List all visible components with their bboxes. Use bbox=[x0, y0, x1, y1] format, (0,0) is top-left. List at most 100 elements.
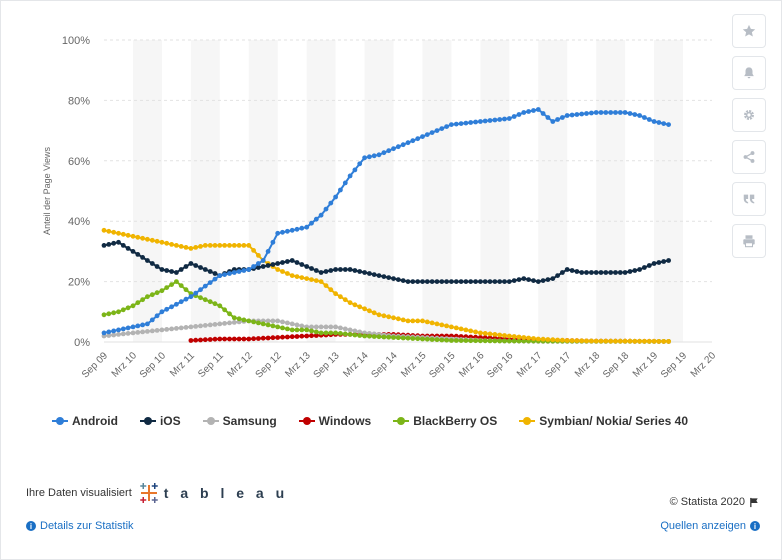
data-point-symbian-nokia-series-40 bbox=[458, 326, 464, 332]
legend-item-windows[interactable]: Windows bbox=[298, 414, 371, 428]
data-point-samsung bbox=[231, 320, 237, 325]
share-button[interactable] bbox=[732, 140, 766, 174]
legend-item-android[interactable]: Android bbox=[51, 414, 118, 428]
favorite-button[interactable] bbox=[732, 14, 766, 48]
print-button[interactable] bbox=[732, 224, 766, 258]
data-point-blackberry-os bbox=[338, 331, 343, 336]
x-tick-label: Sep 12 bbox=[254, 350, 284, 380]
notification-button[interactable] bbox=[732, 56, 766, 90]
data-point-ios bbox=[458, 279, 464, 284]
data-point-android bbox=[202, 283, 208, 289]
data-point-blackberry-os bbox=[265, 322, 271, 328]
plot-band bbox=[306, 40, 336, 342]
data-point-android bbox=[169, 304, 175, 310]
legend-item-ios[interactable]: iOS bbox=[139, 414, 181, 428]
data-point-android bbox=[656, 120, 662, 125]
tableau-logo[interactable]: t a b l e a u bbox=[138, 482, 288, 504]
data-point-blackberry-os bbox=[386, 334, 392, 340]
data-point-android bbox=[589, 110, 594, 116]
data-point-symbian-nokia-series-40 bbox=[183, 245, 189, 250]
data-point-blackberry-os bbox=[502, 338, 507, 344]
data-point-android bbox=[622, 110, 628, 115]
data-point-symbian-nokia-series-40 bbox=[463, 327, 469, 333]
x-tick-label: Mrz 13 bbox=[283, 350, 313, 380]
data-point-blackberry-os bbox=[424, 336, 430, 342]
data-point-samsung bbox=[106, 333, 112, 338]
data-point-blackberry-os bbox=[207, 299, 213, 305]
data-point-windows bbox=[289, 334, 295, 340]
data-point-samsung bbox=[154, 328, 160, 333]
data-point-android bbox=[535, 107, 541, 112]
data-point-blackberry-os bbox=[231, 315, 237, 321]
details-link[interactable]: i Details zur Statistik bbox=[26, 520, 134, 532]
data-point-symbian-nokia-series-40 bbox=[666, 339, 671, 344]
data-point-android bbox=[371, 153, 377, 159]
cite-button[interactable] bbox=[732, 182, 766, 216]
data-point-symbian-nokia-series-40 bbox=[492, 332, 498, 337]
data-point-samsung bbox=[227, 320, 232, 326]
data-point-ios bbox=[193, 263, 199, 268]
data-point-samsung bbox=[111, 332, 117, 338]
data-point-blackberry-os bbox=[444, 337, 449, 343]
data-point-android bbox=[608, 110, 614, 115]
plot-band bbox=[364, 40, 394, 342]
data-point-android bbox=[299, 225, 305, 231]
sources-link[interactable]: Quellen anzeigen i bbox=[660, 520, 760, 532]
data-point-blackberry-os bbox=[429, 337, 435, 342]
data-point-symbian-nokia-series-40 bbox=[453, 325, 459, 331]
data-point-android bbox=[154, 313, 160, 319]
data-point-android bbox=[545, 115, 551, 120]
data-point-android bbox=[333, 194, 338, 200]
data-point-ios bbox=[627, 269, 633, 274]
data-point-windows bbox=[207, 337, 213, 342]
data-point-blackberry-os bbox=[154, 290, 160, 296]
data-point-ios bbox=[145, 258, 150, 263]
data-point-blackberry-os bbox=[415, 336, 421, 342]
data-point-symbian-nokia-series-40 bbox=[569, 338, 575, 343]
data-point-ios bbox=[598, 270, 604, 275]
data-point-blackberry-os bbox=[391, 335, 396, 340]
data-point-android bbox=[579, 111, 585, 117]
data-point-android bbox=[627, 111, 633, 116]
data-point-android bbox=[646, 117, 652, 122]
legend-item-symbian[interactable]: Symbian/ Nokia/ Series 40 bbox=[519, 414, 688, 428]
data-point-ios bbox=[506, 279, 512, 284]
data-point-blackberry-os bbox=[323, 330, 329, 336]
data-point-symbian-nokia-series-40 bbox=[574, 338, 580, 344]
data-point-blackberry-os bbox=[420, 336, 425, 342]
legend-item-blackberry[interactable]: BlackBerry OS bbox=[393, 414, 497, 428]
data-point-windows bbox=[309, 333, 314, 339]
data-point-symbian-nokia-series-40 bbox=[169, 242, 175, 247]
data-point-ios bbox=[449, 279, 454, 284]
data-point-blackberry-os bbox=[101, 312, 107, 318]
settings-button[interactable] bbox=[732, 98, 766, 132]
data-point-blackberry-os bbox=[116, 309, 121, 315]
data-point-ios bbox=[516, 277, 522, 282]
data-point-symbian-nokia-series-40 bbox=[246, 243, 252, 248]
x-tick-label: Sep 17 bbox=[543, 350, 573, 380]
data-point-symbian-nokia-series-40 bbox=[579, 338, 585, 344]
data-point-ios bbox=[294, 260, 300, 265]
data-point-symbian-nokia-series-40 bbox=[564, 338, 570, 343]
plot-band bbox=[422, 40, 452, 342]
legend-item-samsung[interactable]: Samsung bbox=[202, 414, 277, 428]
data-point-symbian-nokia-series-40 bbox=[376, 312, 382, 318]
data-point-android bbox=[603, 110, 609, 115]
data-point-ios bbox=[637, 267, 642, 272]
data-point-blackberry-os bbox=[506, 338, 512, 344]
data-point-ios bbox=[550, 276, 556, 281]
data-point-blackberry-os bbox=[120, 307, 126, 313]
data-point-symbian-nokia-series-40 bbox=[294, 274, 300, 279]
data-point-ios bbox=[333, 267, 338, 272]
data-point-android bbox=[149, 317, 155, 323]
x-tick-label: Mrz 17 bbox=[515, 350, 545, 380]
data-point-android bbox=[497, 117, 503, 122]
data-point-ios bbox=[342, 267, 348, 272]
data-point-windows bbox=[270, 335, 276, 341]
data-point-ios bbox=[646, 263, 652, 268]
legend-marker-ios bbox=[139, 417, 156, 425]
data-point-symbian-nokia-series-40 bbox=[352, 302, 358, 308]
data-point-android bbox=[130, 324, 136, 330]
x-tick-label: Mrz 19 bbox=[631, 350, 661, 380]
data-point-blackberry-os bbox=[174, 279, 179, 284]
